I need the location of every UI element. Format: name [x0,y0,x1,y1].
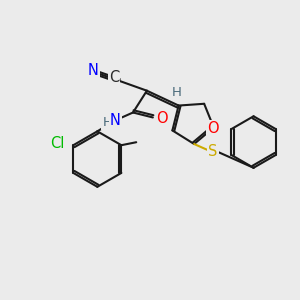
Text: H: H [172,86,182,99]
Text: H: H [102,116,112,129]
Text: N: N [88,63,99,78]
Text: C: C [109,70,119,85]
Text: N: N [110,113,121,128]
Text: S: S [208,144,218,159]
Text: O: O [207,121,219,136]
Text: Cl: Cl [50,136,65,151]
Text: O: O [156,111,168,126]
